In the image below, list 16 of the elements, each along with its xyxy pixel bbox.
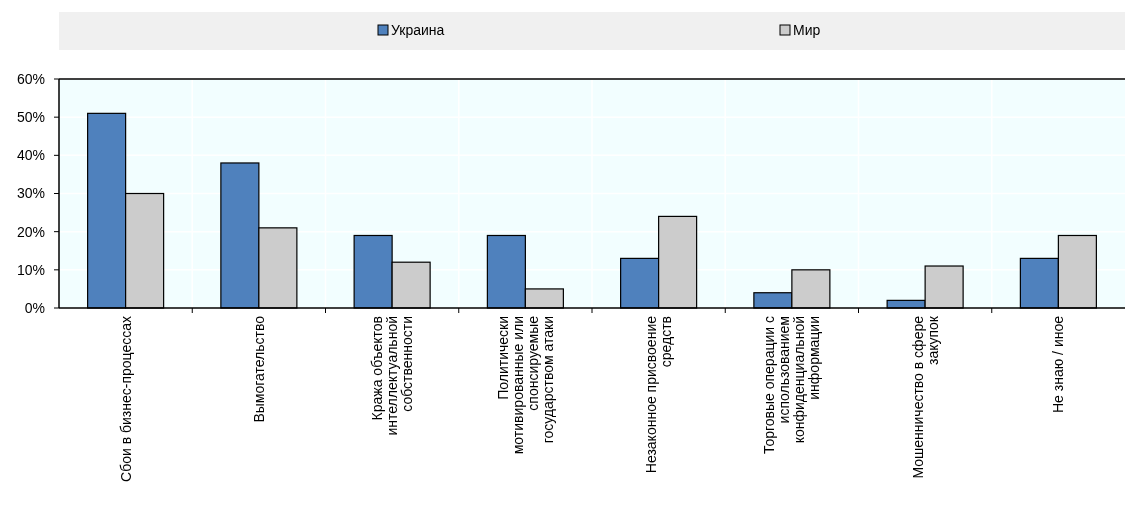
x-tick-label: Кража объектов интеллектуальной собственности: [369, 316, 416, 436]
y-tick-label: 60%: [16, 70, 45, 87]
y-tick-label: 30%: [16, 185, 45, 202]
y-tick-label: 50%: [16, 109, 45, 126]
x-tick-label: Торговые операции с использованием конфиденциальной информации: [761, 316, 823, 455]
x-tick-label: Сбои в бизнес-процессах: [117, 316, 134, 482]
y-tick-label: 10%: [16, 261, 45, 278]
x-tick-label: Вымогательство: [250, 315, 267, 423]
x-tick-label: Мошенничество в сфере закупок: [909, 315, 941, 479]
legend-label: Украина: [391, 21, 445, 38]
y-tick-label: 20%: [16, 223, 45, 240]
y-tick-label: 40%: [16, 147, 45, 164]
legend-label: Мир: [793, 21, 821, 38]
x-tick-label: Не знаю / иное: [1050, 315, 1067, 414]
y-tick-label: 0%: [24, 299, 45, 316]
x-tick-label: Незаконное присвоение средств: [643, 315, 675, 474]
